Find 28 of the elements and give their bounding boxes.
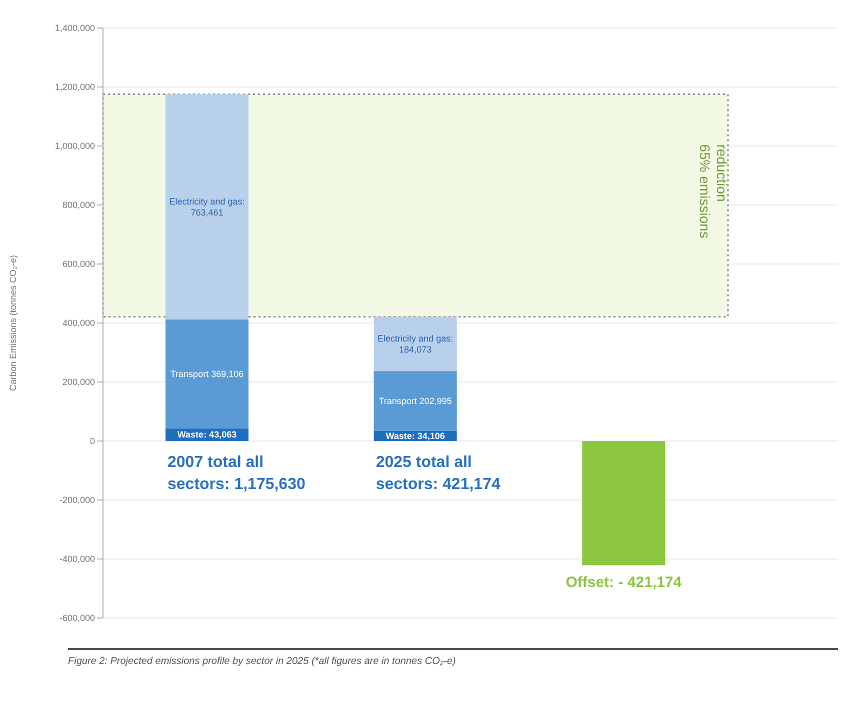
y-tick-label: 800,000 [62,200,95,210]
bar [582,441,666,566]
total-label: 2007 total all sectors: 1,175,630 [168,454,306,493]
y-tick-label: -600,000 [59,613,95,624]
bar [166,94,248,320]
total-label: 2025 total all sectors: 421,174 [376,454,500,493]
y-tick-label: 600,000 [62,259,95,270]
band-label: 65% emissions reduction [697,144,730,238]
data-label: Transport 369,106 [170,368,244,379]
bar [374,316,457,372]
y-tick-label: 1,000,000 [54,141,95,152]
y-tick-label: -200,000 [59,495,95,506]
data-label: Transport 202,995 [378,396,452,406]
bar [374,371,457,431]
y-tick-label: 200,000 [62,377,95,388]
y-tick-label: 1,400,000 [54,23,95,34]
y-tick-label: 1,200,000 [54,82,95,92]
y-tick-label: -400,000 [59,554,95,564]
data-label: Electricity and gas: 184,073 [378,333,454,354]
y-tick-label: 400,000 [62,318,95,328]
y-tick-label: 0 [90,436,95,446]
y-axis-title: Carbon Emissions (tonnes CO₂-e) [8,254,18,392]
caption: Figure 2: Projected emissions profile by sector in 2025 (*all figures are in tonnes CO₂-e) [68,656,457,667]
data-label: Waste: 34,106 [386,430,445,441]
bar [166,319,248,428]
data-label: Electricity and gas: 763,461 [169,196,245,218]
data-label: Waste: 43,063 [177,430,237,440]
data-label: Offset: - 421,174 [566,574,682,592]
